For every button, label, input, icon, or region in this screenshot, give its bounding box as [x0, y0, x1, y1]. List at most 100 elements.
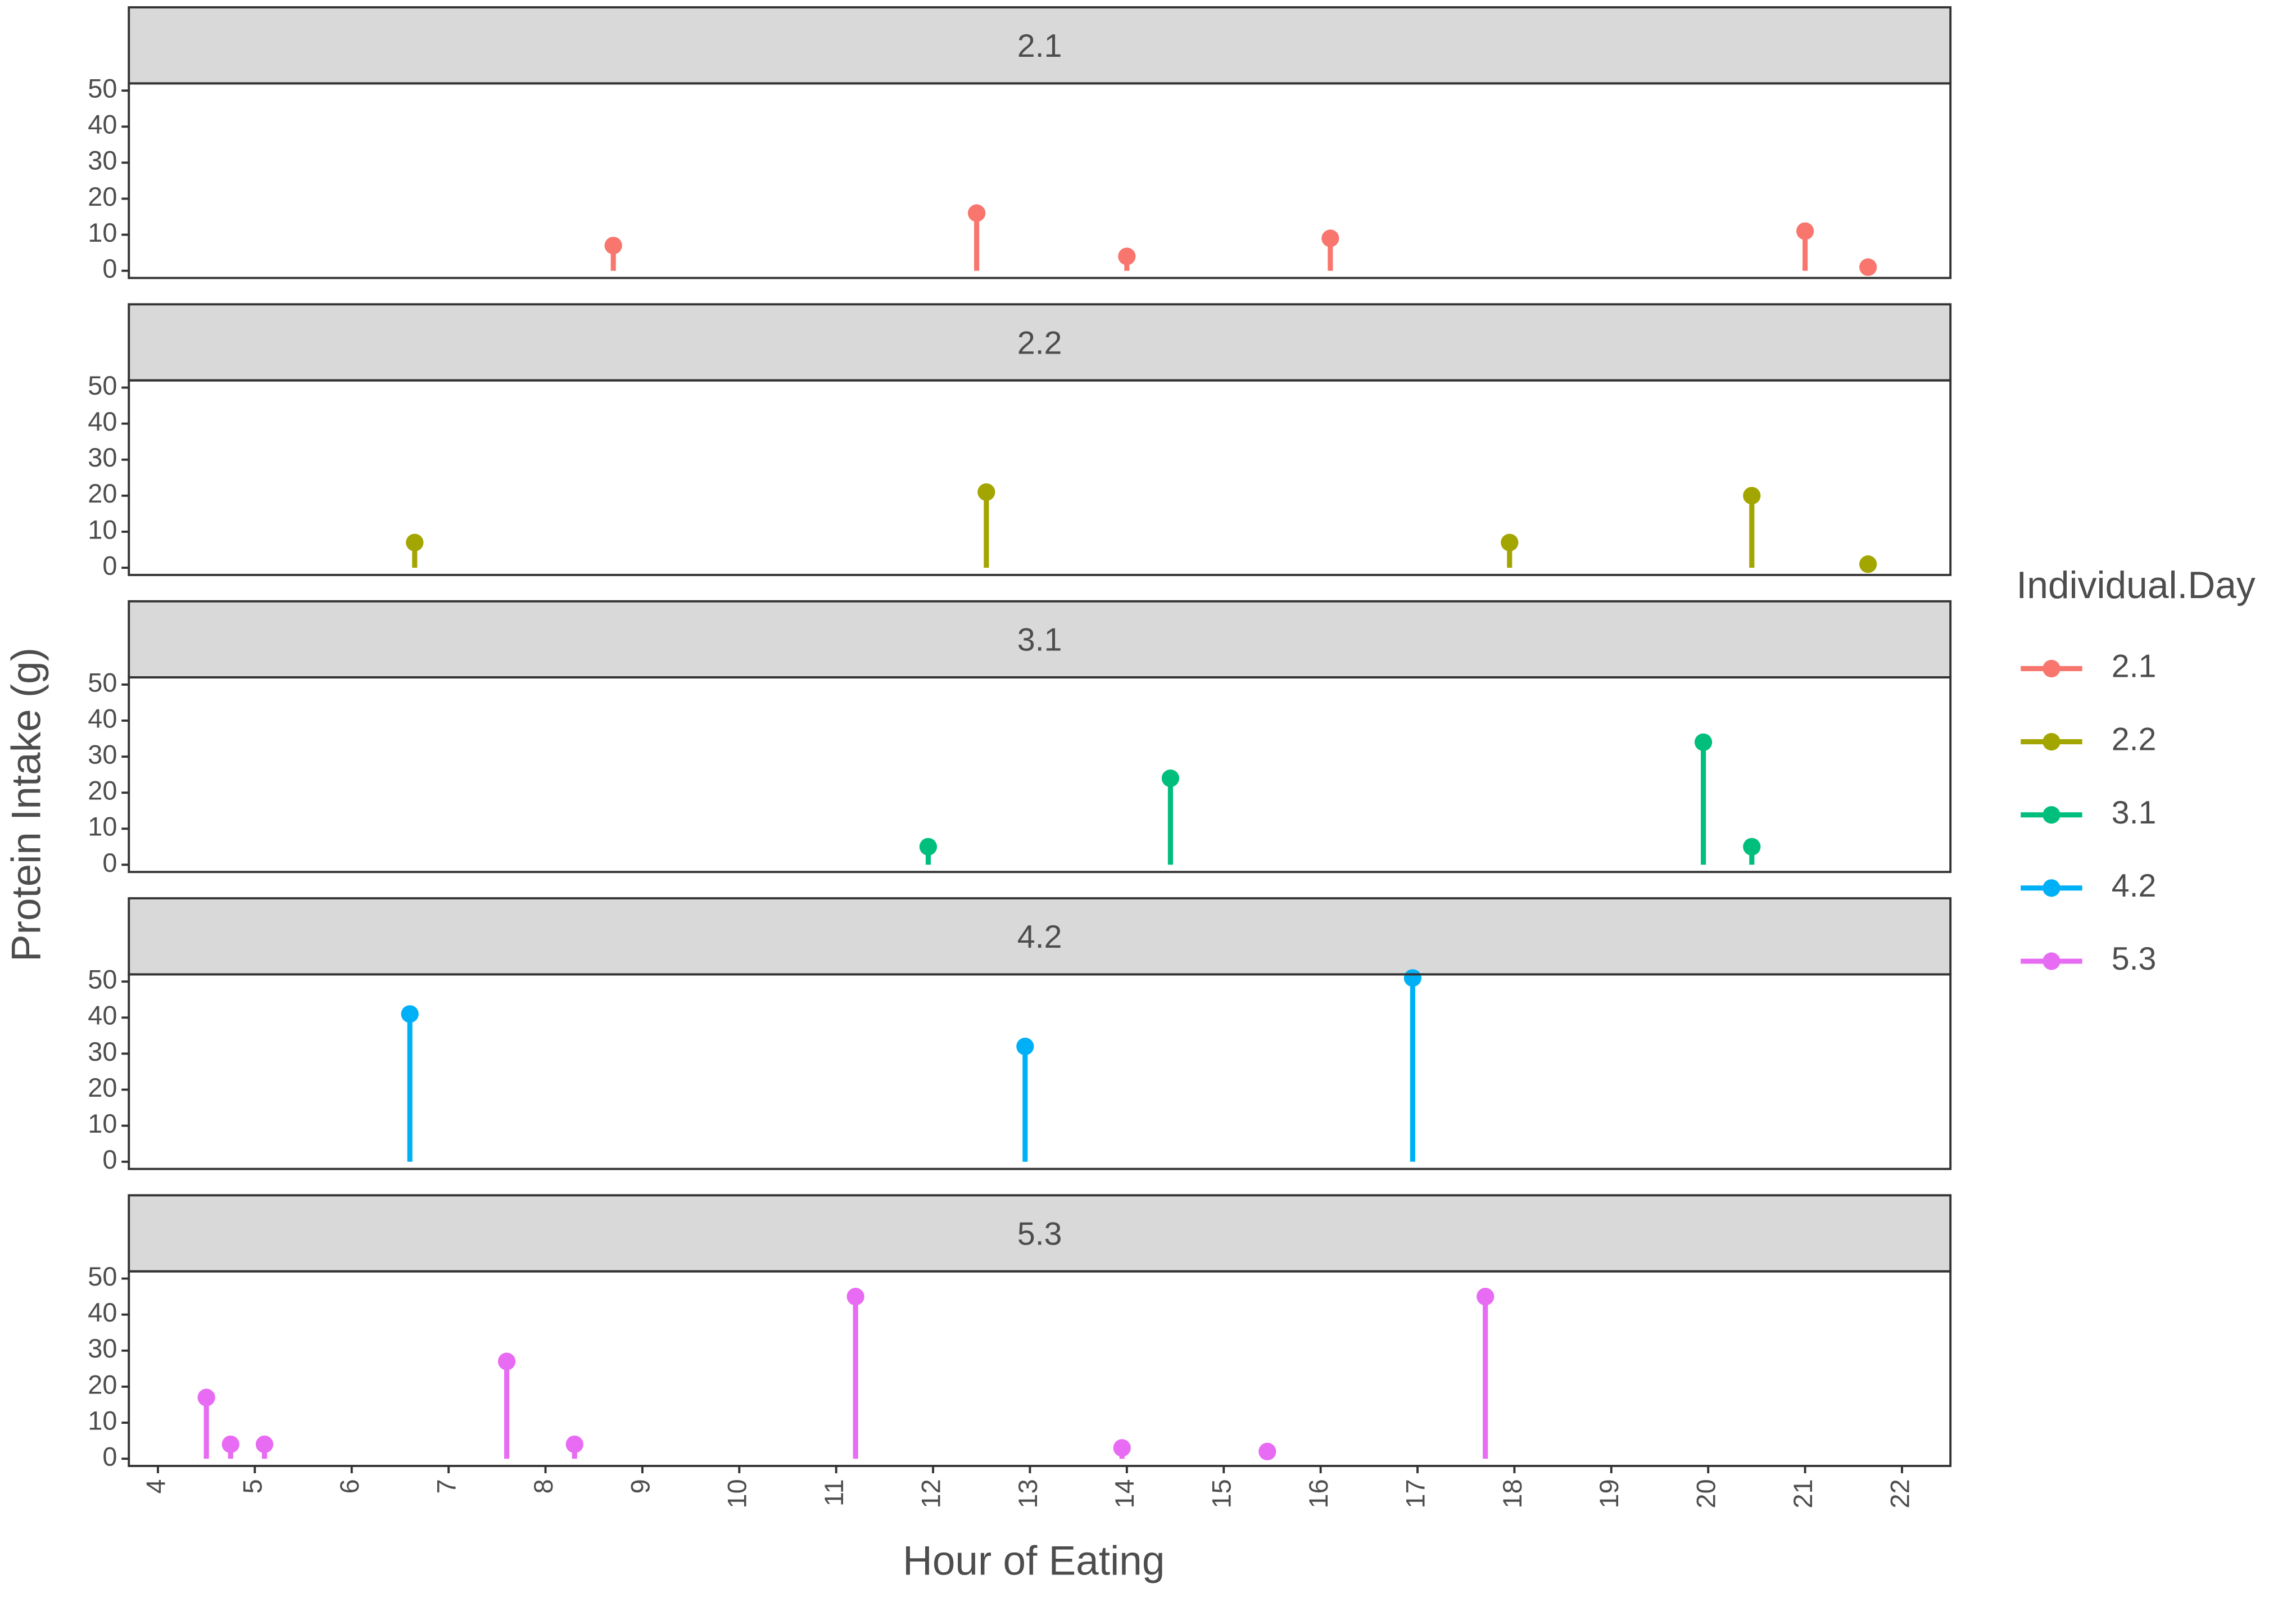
legend-point [2043, 879, 2060, 897]
facet-strip [128, 897, 1952, 976]
point [1859, 258, 1877, 276]
y-tick-label: 50 [88, 668, 117, 697]
x-tick-label: 16 [1304, 1479, 1333, 1508]
x-tick-label: 15 [1207, 1479, 1237, 1508]
facet-label: 3.1 [1017, 622, 1062, 658]
y-tick-label: 0 [102, 1145, 117, 1174]
point [565, 1435, 583, 1454]
y-tick-label: 0 [102, 1442, 117, 1472]
x-tick-label: 8 [529, 1479, 558, 1494]
x-tick-label: 17 [1401, 1479, 1430, 1508]
point [1321, 229, 1339, 247]
point [1501, 533, 1519, 551]
y-tick-label: 30 [88, 443, 117, 472]
y-tick-label: 50 [88, 965, 117, 994]
y-tick-label: 20 [88, 1370, 117, 1399]
point [977, 483, 995, 501]
x-tick-label: 19 [1595, 1479, 1624, 1508]
legend-label: 5.3 [2112, 941, 2157, 977]
x-tick-label: 6 [335, 1479, 364, 1494]
y-tick-label: 40 [88, 110, 117, 139]
y-tick-label: 40 [88, 1298, 117, 1327]
x-tick-label: 9 [626, 1479, 655, 1494]
x-tick-label: 21 [1788, 1479, 1818, 1508]
point [1161, 769, 1180, 788]
y-tick-label: 0 [102, 848, 117, 877]
x-tick-label: 13 [1013, 1479, 1043, 1508]
legend-label: 4.2 [2112, 868, 2157, 904]
y-tick-label: 50 [88, 1262, 117, 1291]
x-tick-label: 11 [819, 1479, 849, 1506]
x-tick-label: 14 [1110, 1479, 1139, 1508]
facet-strip [128, 6, 1952, 85]
facet-label: 5.3 [1017, 1216, 1062, 1252]
y-tick-label: 40 [88, 704, 117, 733]
y-tick-label: 50 [88, 74, 117, 103]
y-tick-label: 0 [102, 254, 117, 283]
panel-border [128, 379, 1952, 576]
x-tick-label: 12 [916, 1479, 945, 1508]
point [197, 1388, 215, 1406]
point [1796, 222, 1814, 240]
facet-strip [128, 1194, 1952, 1273]
point [1477, 1288, 1495, 1306]
y-tick-label: 20 [88, 776, 117, 805]
y-tick-label: 30 [88, 146, 117, 175]
point [1859, 555, 1877, 573]
x-axis-title: Hour of Eating [903, 1538, 1165, 1584]
y-tick-label: 0 [102, 551, 117, 580]
legend-point [2043, 659, 2060, 678]
legend-point [2043, 806, 2060, 824]
point [1113, 1439, 1131, 1457]
point [968, 204, 986, 222]
point [1743, 487, 1761, 505]
panel-border [128, 676, 1952, 874]
y-tick-label: 20 [88, 1073, 117, 1102]
point [221, 1435, 239, 1454]
legend-point [2043, 952, 2060, 970]
y-tick-label: 10 [88, 812, 117, 841]
y-tick-label: 50 [88, 371, 117, 400]
point [1258, 1442, 1276, 1460]
x-tick-label: 22 [1885, 1479, 1914, 1508]
point [1118, 247, 1136, 265]
y-tick-label: 20 [88, 479, 117, 508]
y-tick-label: 10 [88, 515, 117, 544]
point [1694, 733, 1713, 752]
y-tick-label: 10 [88, 218, 117, 247]
x-tick-label: 7 [432, 1479, 461, 1494]
x-tick-label: 10 [723, 1479, 752, 1508]
y-tick-label: 30 [88, 1334, 117, 1363]
legend-point [2043, 732, 2060, 751]
legend-label: 2.1 [2112, 649, 2157, 685]
point [604, 237, 622, 255]
point [846, 1288, 864, 1306]
y-tick-label: 10 [88, 1109, 117, 1138]
legend-label: 2.2 [2112, 722, 2157, 758]
x-tick-label: 5 [238, 1479, 268, 1494]
y-tick-label: 20 [88, 182, 117, 211]
point [1016, 1038, 1034, 1056]
panel-border [128, 1270, 1952, 1467]
point [1743, 838, 1761, 856]
facet-label: 2.2 [1017, 325, 1062, 361]
facet-label: 4.2 [1017, 919, 1062, 955]
point [406, 533, 424, 551]
x-tick-label: 20 [1692, 1479, 1721, 1508]
y-axis-title: Protein Intake (g) [3, 648, 49, 962]
legend-label: 3.1 [2112, 795, 2157, 831]
point [401, 1005, 419, 1023]
panel-border [128, 82, 1952, 279]
y-tick-label: 40 [88, 407, 117, 436]
panel-border [128, 973, 1952, 1170]
point [497, 1352, 516, 1370]
facet-label: 2.1 [1017, 28, 1062, 64]
y-tick-label: 10 [88, 1406, 117, 1435]
legend-title: Individual.Day [2016, 564, 2256, 607]
point [919, 838, 938, 856]
x-tick-label: 4 [141, 1479, 170, 1494]
y-tick-label: 30 [88, 740, 117, 769]
point [255, 1435, 274, 1454]
point [1403, 969, 1422, 987]
